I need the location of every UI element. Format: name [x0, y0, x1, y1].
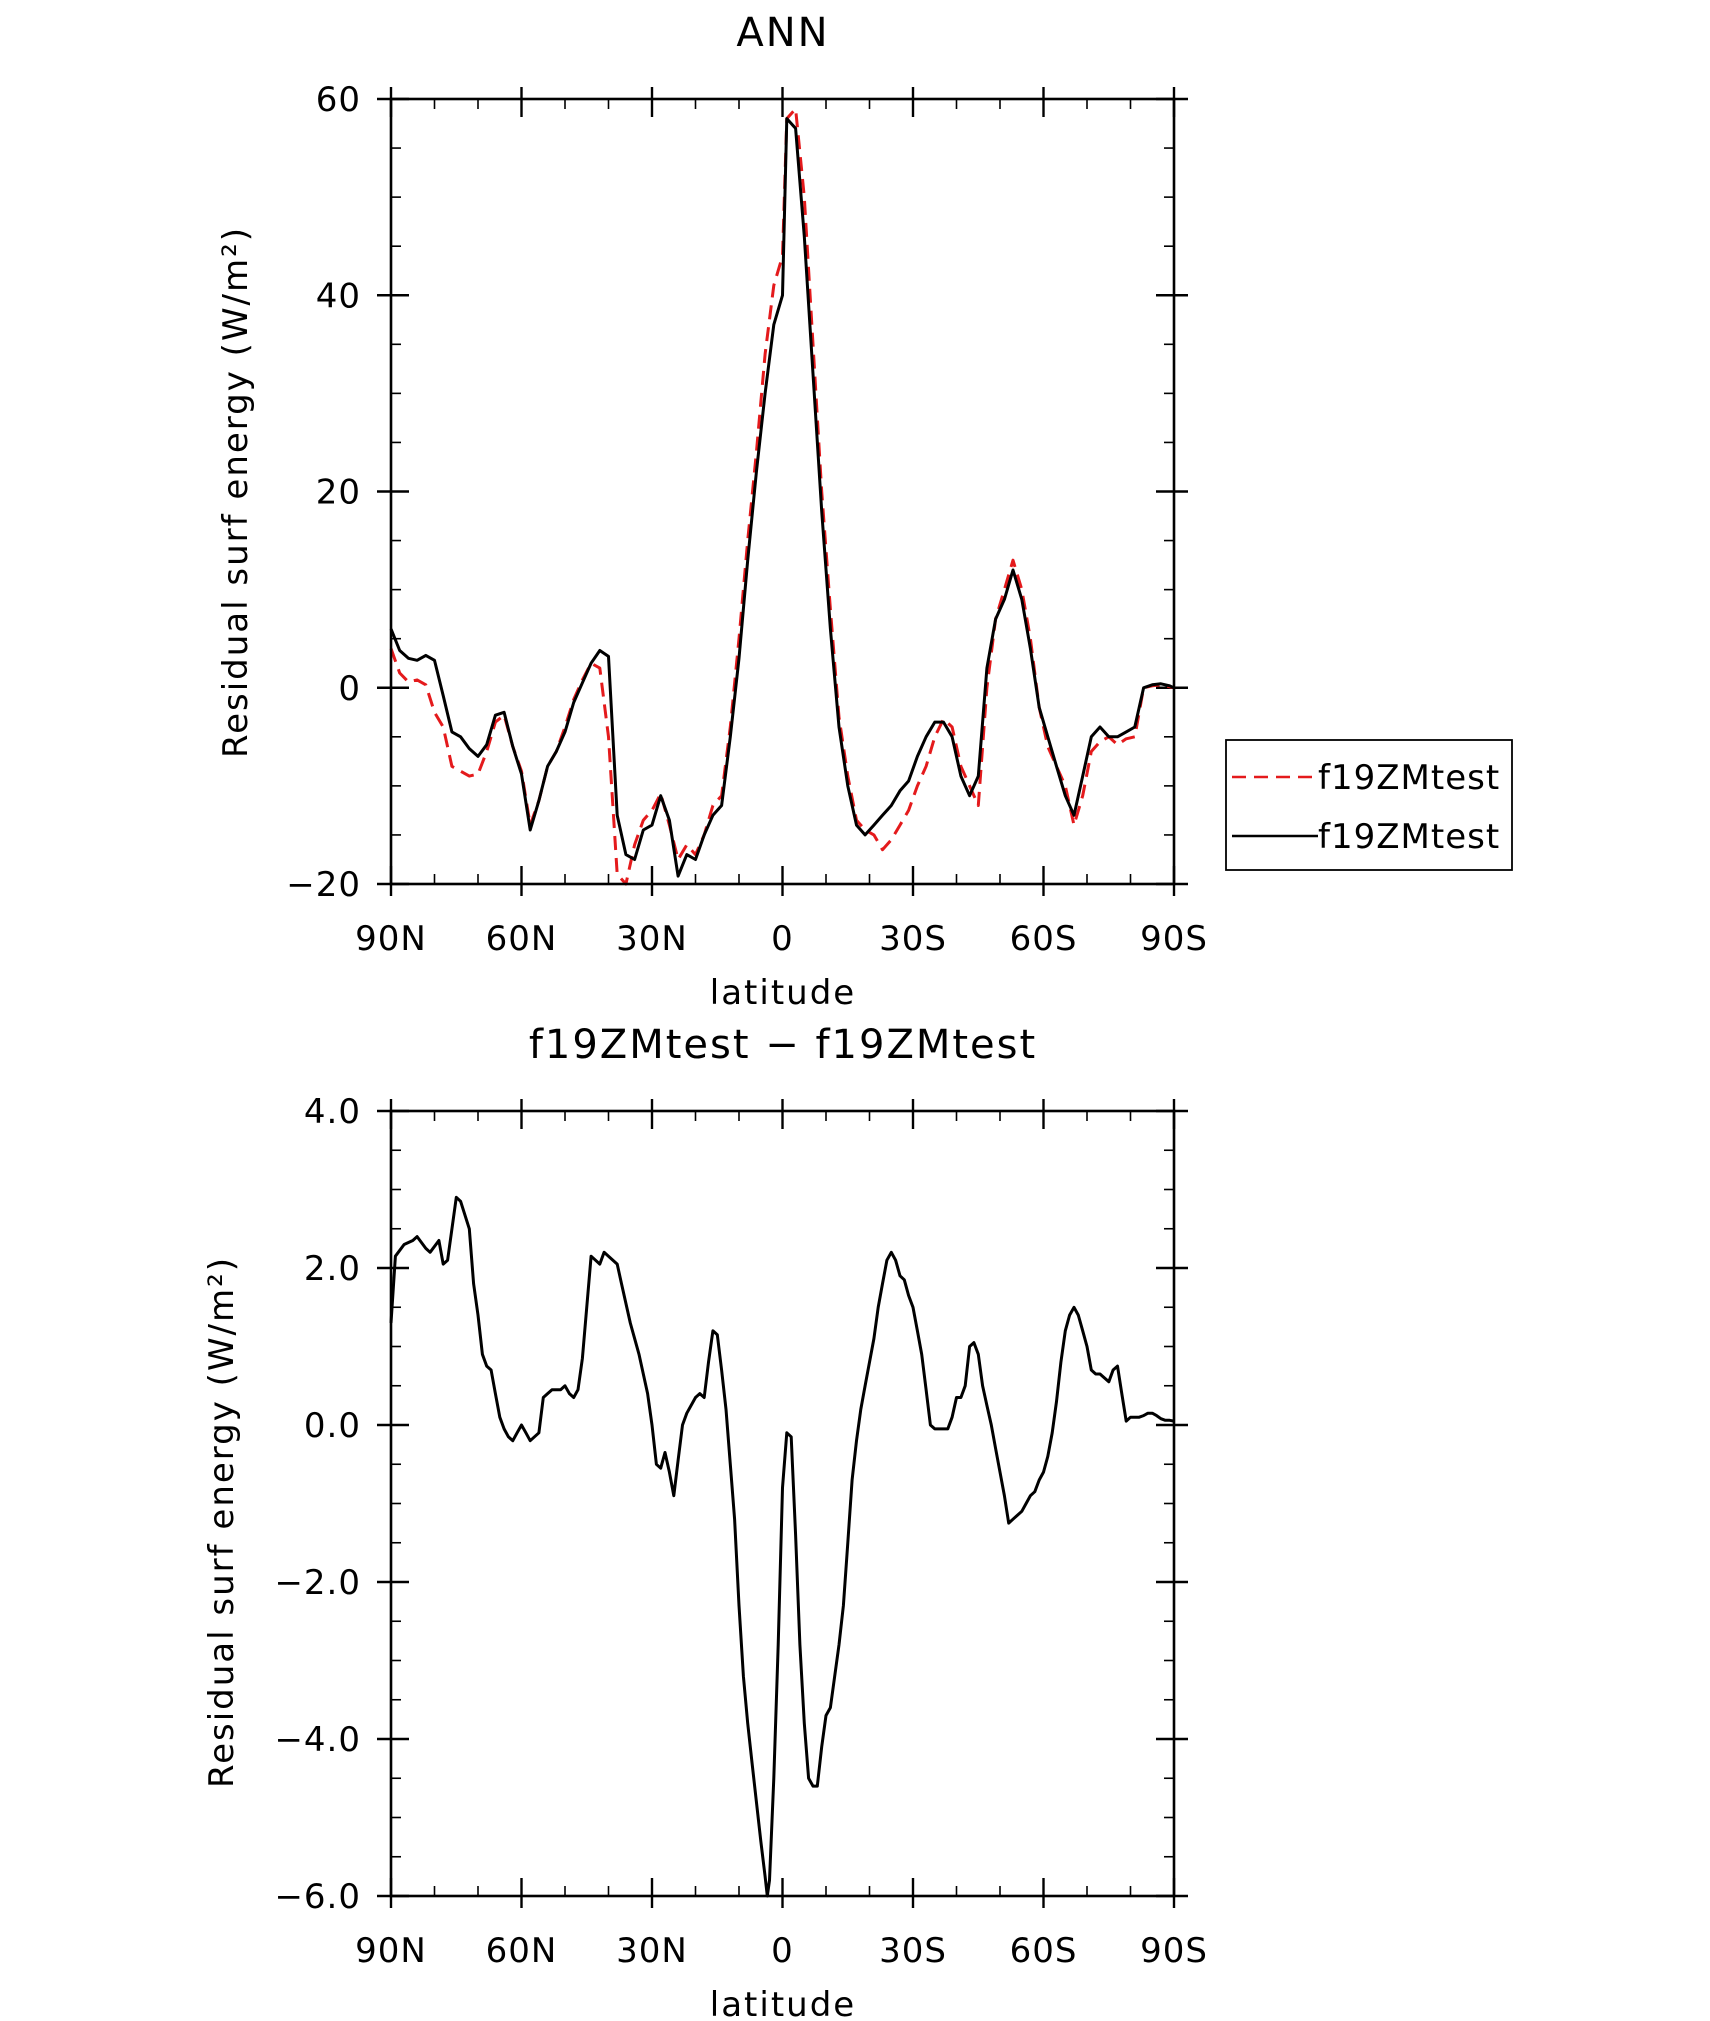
x-tick-label: 90S — [1140, 919, 1208, 959]
bottom-panel-ticks: 90N 60N 30N 0 30S 60S 90S −6.0 −4.0 −2.0 0.0 2.0 4.0 — [274, 1092, 1208, 1971]
top-panel-title: ANN — [736, 10, 829, 56]
y-tick-label: 0 — [338, 669, 361, 709]
top-panel-y-axis-label: Residual surf energy (W/m²) — [216, 226, 256, 758]
bottom-panel: f19ZMtest − f19ZMtest Residual surf ener… — [202, 1022, 1208, 2021]
y-tick-label: −6.0 — [274, 1877, 361, 1917]
top-panel-plot-frame — [389, 97, 1176, 886]
x-tick-label: 90S — [1140, 1931, 1208, 1971]
y-tick-label: −2.0 — [274, 1563, 361, 1603]
legend: f19ZMtest f19ZMtest — [1225, 739, 1513, 871]
x-tick-label: 0 — [771, 919, 794, 959]
y-tick-label: 60 — [316, 80, 361, 120]
y-tick-label: 2.0 — [304, 1249, 361, 1289]
bottom-panel-series — [389, 1195, 1175, 1898]
top-panel: ANN Residual surf energy (W/m²) latitude… — [216, 10, 1208, 1013]
bottom-panel-x-axis-label: latitude — [710, 1985, 856, 2021]
x-tick-label: 90N — [355, 919, 427, 959]
x-tick-label: 30N — [616, 919, 688, 959]
x-tick-label: 30N — [616, 1931, 688, 1971]
series-line-solid-black — [389, 117, 1175, 878]
bottom-panel-title: f19ZMtest − f19ZMtest — [529, 1022, 1037, 1068]
top-panel-x-axis-label: latitude — [710, 973, 856, 1013]
x-tick-label: 30S — [879, 919, 947, 959]
x-tick-label: 60S — [1010, 919, 1078, 959]
bottom-panel-y-axis-label: Residual surf energy (W/m²) — [202, 1256, 242, 1788]
x-tick-label: 60S — [1010, 1931, 1078, 1971]
x-tick-label: 0 — [771, 1931, 794, 1971]
y-tick-label: 40 — [316, 276, 361, 316]
x-tick-label: 30S — [879, 1931, 947, 1971]
y-tick-label: 0.0 — [304, 1406, 361, 1446]
legend-label-1: f19ZMtest — [1318, 817, 1500, 857]
legend-box — [1225, 739, 1513, 871]
x-tick-label: 90N — [355, 1931, 427, 1971]
y-tick-label: 20 — [316, 473, 361, 513]
x-tick-label: 60N — [486, 1931, 558, 1971]
y-tick-label: −20 — [286, 865, 361, 905]
top-panel-ticks: 90N 60N 30N 0 30S 60S 90S −20 0 20 40 60 — [286, 80, 1208, 959]
bottom-panel-plot-frame — [389, 1109, 1176, 1898]
top-panel-series — [389, 107, 1175, 886]
y-tick-label: 4.0 — [304, 1092, 361, 1132]
legend-label-0: f19ZMtest — [1318, 758, 1500, 798]
y-tick-label: −4.0 — [274, 1720, 361, 1760]
series-line-solid-black — [389, 1195, 1175, 1898]
x-tick-label: 60N — [486, 919, 558, 959]
